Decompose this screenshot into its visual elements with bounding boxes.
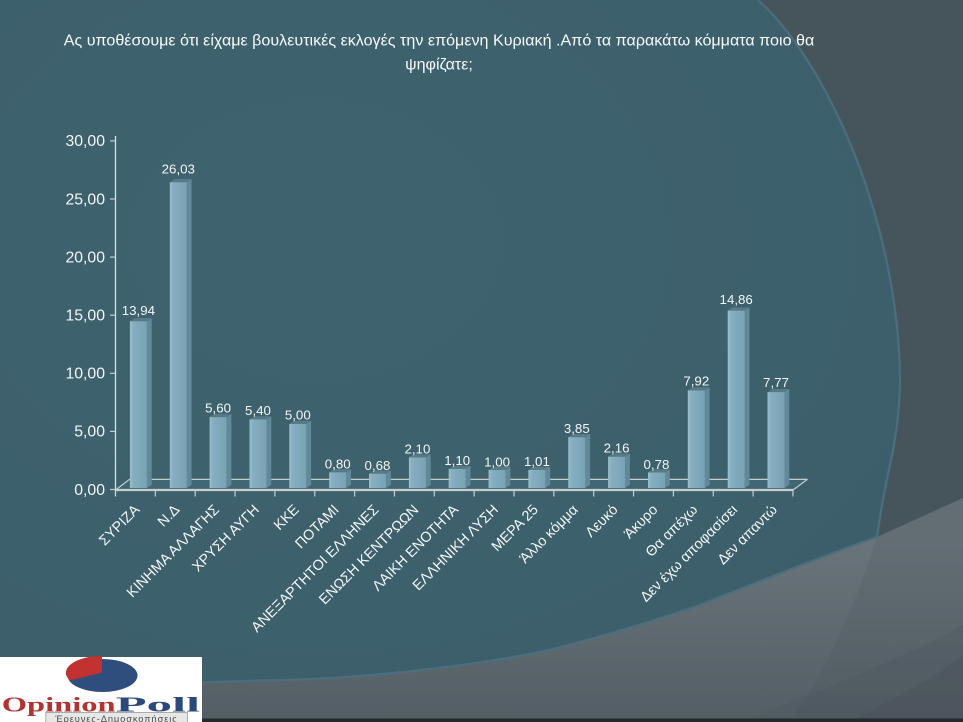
svg-text:13,94: 13,94 [122,303,155,318]
svg-text:1,00: 1,00 [484,454,510,469]
svg-text:26,03: 26,03 [162,161,195,176]
svg-text:1,01: 1,01 [524,454,550,469]
svg-text:20,00: 20,00 [65,249,105,266]
svg-text:7,77: 7,77 [763,375,789,390]
svg-text:7,92: 7,92 [683,373,709,388]
svg-text:14,86: 14,86 [720,292,753,307]
svg-text:0,68: 0,68 [365,458,391,473]
svg-text:5,00: 5,00 [285,408,311,423]
svg-text:Poll: Poll [116,693,201,717]
svg-text:15,00: 15,00 [65,308,105,325]
svg-text:0,00: 0,00 [74,482,105,499]
svg-text:5,00: 5,00 [74,424,105,441]
svg-text:2,16: 2,16 [604,441,630,456]
svg-text:0,80: 0,80 [325,457,351,472]
svg-text:5,40: 5,40 [245,403,271,418]
svg-text:2,10: 2,10 [404,441,430,456]
svg-text:Έρευνες-Δημοσκοπήσεις: Έρευνες-Δημοσκοπήσεις [54,714,177,722]
svg-text:ψηφίζατε;: ψηφίζατε; [405,55,473,73]
svg-text:25,00: 25,00 [65,191,105,208]
svg-text:5,60: 5,60 [205,401,231,416]
svg-text:0,78: 0,78 [644,457,670,472]
svg-text:10,00: 10,00 [65,366,105,383]
svg-text:30,00: 30,00 [65,133,105,150]
svg-text:Ας υποθέσουμε ότι είχαμε βουλε: Ας υποθέσουμε ότι είχαμε βουλευτικές εκλ… [64,32,815,50]
svg-text:3,85: 3,85 [564,421,590,436]
svg-text:1,10: 1,10 [444,453,470,468]
